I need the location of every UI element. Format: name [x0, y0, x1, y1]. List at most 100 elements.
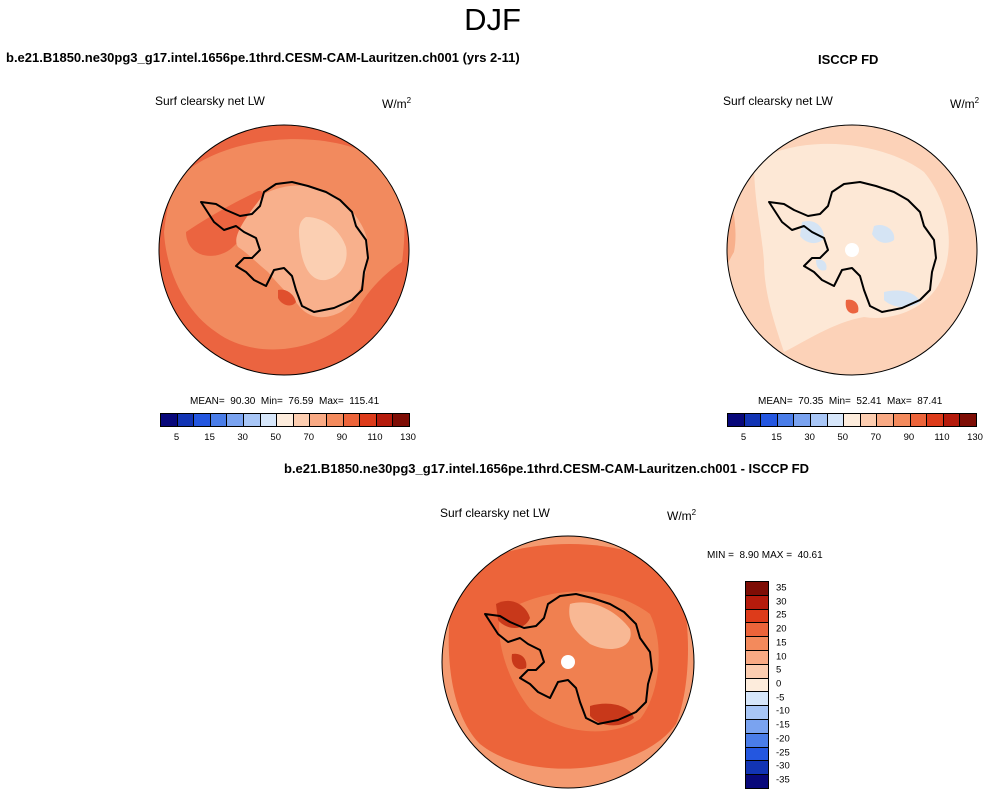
colorbar-swatch	[844, 414, 861, 426]
left-colorbar	[160, 413, 410, 427]
diff-colorbar-ticks: 35 30 25 20 15 10 5 0 -5 -10 -15 -20 -25 -30 -35	[776, 581, 806, 787]
colorbar-swatch	[827, 414, 845, 426]
colorbar-tick-label: -5	[776, 692, 785, 704]
colorbar-swatch	[746, 664, 768, 679]
right-pole-hole	[845, 243, 859, 257]
right-colorbar-ticks: 5 15 30 50 70 90 110 130	[727, 432, 983, 446]
colorbar-tick-label: 5	[740, 432, 747, 443]
colorbar-tick-label: 15	[776, 637, 787, 649]
left-stats: MEAN= 90.30 Min= 76.59 Max= 115.41	[190, 396, 380, 407]
colorbar-tick-label: 110	[934, 432, 950, 443]
colorbar-swatch	[746, 719, 768, 734]
colorbar-swatch	[277, 414, 294, 426]
colorbar-swatch	[227, 414, 244, 426]
colorbar-tick-label: 90	[903, 432, 915, 443]
colorbar-swatch	[746, 761, 768, 776]
right-variable-label: Surf clearsky net LW	[723, 94, 833, 108]
colorbar-tick-label: 15	[204, 432, 215, 443]
colorbar-swatch	[746, 595, 768, 610]
diff-coastline	[484, 593, 653, 725]
left-coastline	[200, 181, 369, 313]
diff-colorbar	[745, 581, 769, 789]
colorbar-tick-label: 90	[336, 432, 348, 443]
colorbar-tick-label: 30	[804, 432, 815, 443]
colorbar-swatch	[260, 414, 278, 426]
colorbar-tick-label: 0	[776, 678, 782, 690]
left-panel-heading: b.e21.B1850.ne30pg3_g17.intel.1656pe.1th…	[6, 50, 520, 65]
left-ocean-gap	[186, 190, 263, 256]
right-west-warm	[727, 182, 736, 272]
colorbar-tick-label: 130	[967, 432, 983, 443]
right-cold-patch-4	[816, 259, 827, 271]
colorbar-swatch	[746, 637, 768, 651]
left-unit-label: W/m2	[382, 96, 412, 111]
diff-dark-2	[590, 703, 634, 726]
colorbar-tick-label: -10	[776, 705, 790, 717]
colorbar-tick-label: 20	[776, 623, 787, 635]
colorbar-swatch	[210, 414, 228, 426]
diff-pole-hole	[561, 655, 575, 669]
colorbar-swatch	[746, 582, 768, 596]
diff-light-1	[569, 602, 631, 649]
colorbar-swatch	[326, 414, 344, 426]
colorbar-swatch	[943, 414, 961, 426]
colorbar-swatch	[746, 747, 768, 762]
colorbar-tick-label: 70	[303, 432, 315, 443]
left-variable-label: Surf clearsky net LW	[155, 94, 265, 108]
colorbar-swatch	[910, 414, 928, 426]
colorbar-tick-label: 110	[367, 432, 383, 443]
colorbar-tick-label: -25	[776, 747, 790, 759]
right-unit-label: W/m2	[950, 96, 980, 111]
colorbar-swatch	[744, 414, 762, 426]
colorbar-tick-label: 70	[870, 432, 882, 443]
colorbar-swatch	[177, 414, 195, 426]
diff-polar-map	[441, 535, 695, 789]
colorbar-swatch	[746, 650, 768, 665]
right-polar-map	[726, 124, 978, 376]
colorbar-swatch	[746, 623, 768, 638]
right-coastline	[768, 181, 937, 313]
colorbar-swatch	[310, 414, 327, 426]
colorbar-tick-label: 5	[776, 664, 782, 676]
left-plateau	[298, 217, 347, 281]
colorbar-swatch	[860, 414, 878, 426]
colorbar-swatch	[794, 414, 811, 426]
colorbar-swatch	[243, 414, 261, 426]
colorbar-swatch	[746, 775, 768, 788]
diff-variable-label: Surf clearsky net LW	[440, 506, 550, 520]
colorbar-swatch	[376, 414, 394, 426]
colorbar-swatch	[343, 414, 361, 426]
colorbar-tick-label: 50	[837, 432, 849, 443]
colorbar-tick-label: 10	[776, 651, 787, 663]
colorbar-swatch	[746, 733, 768, 748]
right-colorbar	[727, 413, 977, 427]
left-polar-map	[158, 124, 410, 376]
colorbar-tick-label: 35	[776, 582, 787, 594]
colorbar-swatch	[960, 414, 976, 426]
colorbar-swatch	[893, 414, 911, 426]
diff-dark-1	[496, 600, 530, 628]
colorbar-swatch	[746, 678, 768, 693]
colorbar-swatch	[746, 609, 768, 624]
colorbar-tick-label: 50	[270, 432, 282, 443]
page-title: DJF	[464, 2, 521, 37]
colorbar-swatch	[360, 414, 377, 426]
colorbar-swatch	[777, 414, 795, 426]
colorbar-tick-label: 30	[237, 432, 248, 443]
diff-unit-label: W/m2	[667, 508, 697, 523]
diff-minmax: MIN = 8.90 MAX = 40.61	[707, 550, 823, 561]
left-colorbar-ticks: 5 15 30 50 70 90 110 130	[160, 432, 416, 446]
colorbar-swatch	[728, 414, 745, 426]
right-panel-heading: ISCCP FD	[818, 52, 879, 67]
diff-dark-3	[511, 653, 527, 670]
colorbar-swatch	[161, 414, 178, 426]
colorbar-tick-label: -20	[776, 733, 790, 745]
colorbar-tick-label: 130	[400, 432, 416, 443]
colorbar-tick-label: -30	[776, 760, 790, 772]
colorbar-tick-label: 15	[771, 432, 782, 443]
colorbar-tick-label: -35	[776, 774, 790, 786]
right-stats: MEAN= 70.35 Min= 52.41 Max= 87.41	[758, 396, 943, 407]
colorbar-tick-label: 5	[173, 432, 180, 443]
colorbar-tick-label: 30	[776, 596, 787, 608]
colorbar-swatch	[194, 414, 211, 426]
